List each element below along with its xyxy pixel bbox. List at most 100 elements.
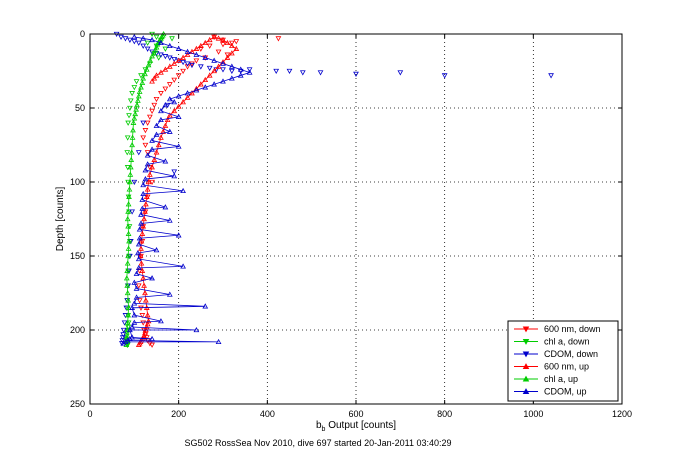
y-tick-label: 250	[70, 399, 85, 409]
data-point	[149, 53, 155, 59]
data-point	[149, 342, 155, 348]
data-point	[317, 70, 324, 76]
data-point	[135, 264, 142, 271]
data-point	[126, 186, 133, 192]
data-point	[143, 324, 150, 330]
x-axis-label-suffix: Output [counts]	[325, 420, 396, 431]
data-point	[133, 294, 140, 300]
data-point	[124, 319, 131, 325]
data-point	[125, 208, 132, 214]
data-point	[130, 127, 136, 133]
data-point	[299, 70, 306, 76]
data-point	[125, 230, 132, 236]
data-point	[122, 36, 129, 42]
data-point	[175, 93, 182, 99]
data-point	[189, 61, 195, 67]
x-tick-label: 400	[260, 409, 275, 419]
data-point	[124, 260, 131, 266]
data-point	[202, 76, 209, 83]
data-point	[164, 116, 171, 122]
data-point	[171, 77, 178, 83]
data-point	[353, 71, 359, 77]
data-point	[134, 102, 140, 108]
data-point	[144, 161, 151, 167]
legend-swatch-marker	[522, 326, 530, 333]
legend-label: 600 nm, up	[544, 362, 589, 372]
figure-caption: SG502 RossSea Nov 2010, dive 697 started…	[184, 438, 451, 448]
y-tick-label: 150	[70, 251, 85, 261]
data-point	[397, 70, 404, 76]
legend-swatch-marker	[522, 363, 530, 369]
data-point	[180, 263, 186, 269]
data-point	[142, 128, 149, 134]
y-tick-label: 100	[70, 177, 85, 187]
data-point	[202, 54, 209, 60]
data-point	[224, 52, 231, 58]
data-point	[193, 51, 200, 57]
data-point	[149, 137, 155, 143]
data-point	[124, 282, 131, 288]
data-point	[136, 235, 143, 241]
data-point	[158, 91, 164, 97]
x-tick-label: 200	[171, 409, 186, 419]
data-point	[158, 69, 164, 75]
data-point	[220, 36, 226, 43]
x-axis-label: bb Output [counts]	[316, 420, 396, 433]
data-point	[139, 196, 146, 202]
data-point	[125, 304, 132, 310]
data-point	[197, 64, 204, 70]
data-point	[120, 327, 127, 334]
data-point	[118, 34, 124, 40]
data-point	[166, 96, 173, 102]
data-point	[228, 50, 235, 56]
data-point	[228, 63, 235, 69]
legend-label: CDOM, up	[544, 387, 587, 397]
data-point	[145, 318, 152, 324]
data-point	[149, 179, 155, 186]
data-point	[125, 179, 132, 186]
data-point	[127, 335, 133, 342]
data-point	[140, 181, 147, 188]
data-point	[127, 164, 134, 170]
data-point	[144, 40, 151, 46]
data-point	[129, 141, 135, 148]
data-point	[135, 241, 142, 247]
data-point	[184, 64, 191, 70]
data-point	[175, 232, 182, 238]
data-point	[211, 67, 218, 74]
data-point	[153, 131, 160, 137]
data-point	[228, 42, 235, 48]
data-point	[126, 193, 132, 199]
data-point	[237, 66, 244, 72]
data-point	[125, 252, 132, 259]
data-point	[180, 99, 186, 105]
data-point	[140, 75, 147, 81]
data-point	[149, 146, 155, 152]
data-point	[162, 158, 169, 164]
data-point	[189, 62, 195, 69]
data-point	[206, 36, 213, 43]
x-tick-label: 1200	[612, 409, 632, 419]
data-point	[215, 338, 222, 345]
data-point	[158, 318, 164, 324]
data-point	[211, 57, 218, 63]
data-point	[125, 297, 132, 303]
data-point	[135, 40, 142, 46]
data-point	[124, 267, 131, 273]
data-point	[128, 149, 135, 155]
data-point	[127, 239, 134, 245]
data-point	[131, 300, 138, 306]
data-point	[228, 40, 235, 46]
data-point	[143, 193, 150, 199]
data-point	[127, 98, 134, 104]
data-point	[130, 119, 137, 125]
data-point	[131, 39, 138, 45]
data-point	[175, 73, 182, 79]
data-point	[153, 96, 160, 103]
data-point	[129, 334, 135, 340]
data-point	[237, 72, 244, 78]
data-point	[133, 285, 140, 291]
data-point	[122, 338, 129, 345]
data-point	[166, 128, 173, 134]
